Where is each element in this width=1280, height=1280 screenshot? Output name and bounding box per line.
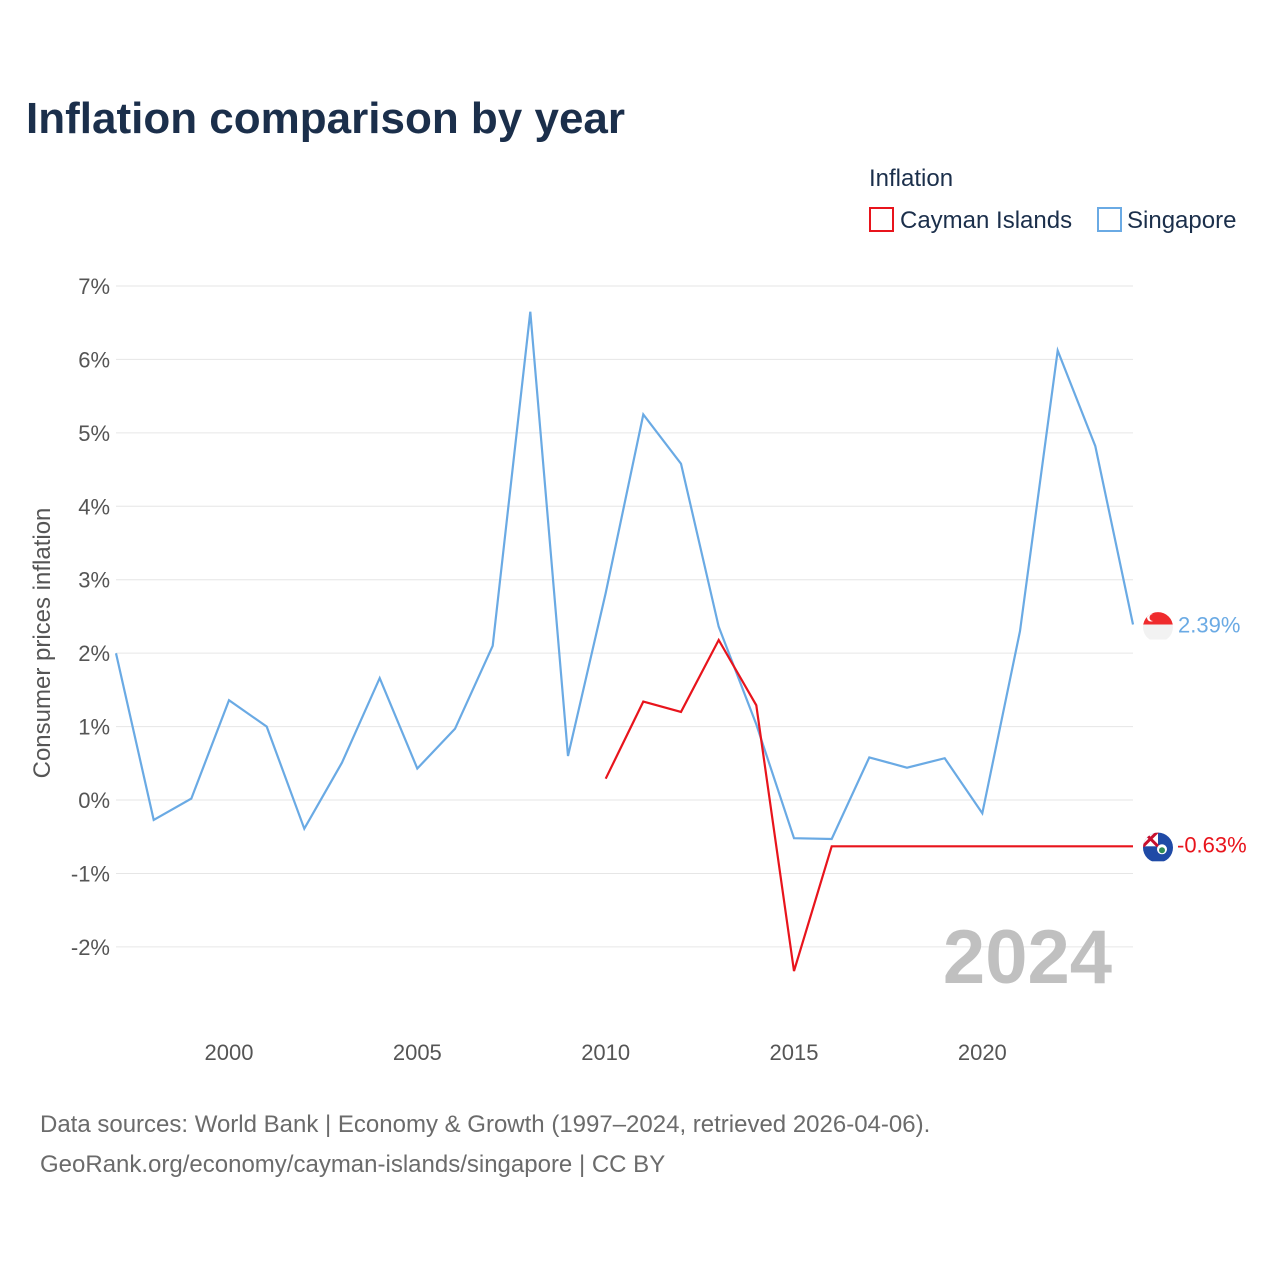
- singapore-end-value: 2.39%: [1178, 613, 1240, 638]
- gridlines: [116, 285, 1133, 948]
- source-line-1: Data sources: World Bank | Economy & Gro…: [40, 1111, 930, 1138]
- legend-swatch-singapore: [1097, 207, 1122, 232]
- y-tick-label: 6%: [78, 347, 110, 372]
- y-tick-label: 5%: [78, 421, 110, 446]
- source-line-2[interactable]: GeoRank.org/economy/cayman-islands/singa…: [40, 1151, 665, 1178]
- series-line-singapore[interactable]: [114, 311, 1135, 841]
- singapore-flag-icon: [1143, 612, 1173, 640]
- cayman-islands-flag-icon: [1143, 832, 1173, 862]
- y-tick-label: 4%: [78, 494, 110, 519]
- legend: Inflation Cayman Islands Singapore: [869, 165, 1236, 234]
- y-tick-label: 2%: [78, 641, 110, 666]
- series: [114, 311, 1135, 972]
- x-tick-label: 2020: [958, 1040, 1007, 1065]
- legend-item-cayman-islands[interactable]: Cayman Islands: [869, 207, 1072, 234]
- cayman-end-marker: -0.63%: [1143, 832, 1247, 862]
- y-tick-label: 3%: [78, 568, 110, 593]
- year-watermark: 2024: [943, 915, 1112, 1000]
- y-tick-label: -2%: [71, 935, 110, 960]
- y-tick-label: 7%: [78, 274, 110, 299]
- legend-item-singapore[interactable]: Singapore: [1097, 207, 1236, 234]
- x-axis-ticks: 2000 2005 2010 2015 2020: [205, 1040, 1007, 1065]
- legend-label-cayman-islands: Cayman Islands: [900, 207, 1072, 234]
- legend-swatch-cayman-islands: [869, 207, 894, 232]
- singapore-end-marker: 2.39%: [1143, 612, 1240, 640]
- legend-label-singapore: Singapore: [1127, 207, 1236, 234]
- y-axis-label: Consumer prices inflation: [29, 508, 56, 779]
- legend-title: Inflation: [869, 165, 953, 192]
- x-tick-label: 2015: [770, 1040, 819, 1065]
- cayman-islands-end-value: -0.63%: [1177, 832, 1247, 857]
- x-tick-label: 2010: [581, 1040, 630, 1065]
- chart-title: Inflation comparison by year: [26, 94, 625, 143]
- y-axis-ticks: 7% 6% 5% 4% 3% 2% 1% 0% -1% -2%: [71, 274, 110, 960]
- x-tick-label: 2000: [205, 1040, 254, 1065]
- y-tick-label: 0%: [78, 788, 110, 813]
- series-line-cayman-islands[interactable]: [604, 637, 1133, 972]
- x-tick-label: 2005: [393, 1040, 442, 1065]
- y-tick-label: 1%: [78, 715, 110, 740]
- y-tick-label: -1%: [71, 861, 110, 886]
